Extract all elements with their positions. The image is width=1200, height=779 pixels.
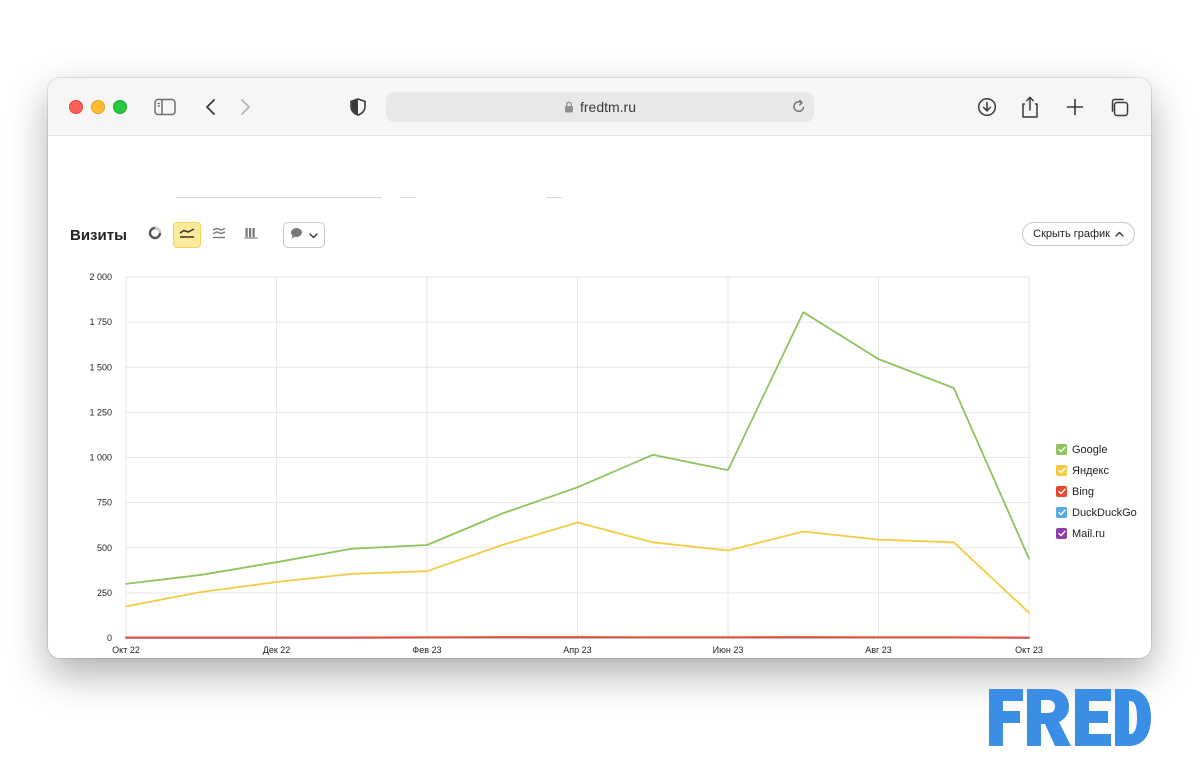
y-tick-label: 250 xyxy=(97,588,112,598)
series-line-google xyxy=(125,311,1030,585)
checkbox-checked-icon[interactable] xyxy=(1056,486,1067,497)
y-tick-label: 750 xyxy=(97,498,112,508)
browser-window: fredtm.ru Визиты xyxy=(48,78,1151,658)
legend-item[interactable]: Bing xyxy=(1056,481,1137,502)
zoom-window-button[interactable] xyxy=(113,100,127,114)
hide-chart-button[interactable]: Скрыть график xyxy=(1022,222,1135,246)
y-tick-label: 500 xyxy=(97,543,112,553)
checkbox-checked-icon[interactable] xyxy=(1056,507,1067,518)
visits-line-chart: 0 250 500 750 1 000 1 250 1 500 1 750 2 000 Окт 2… xyxy=(89,272,1043,655)
legend-item[interactable]: Яндекс xyxy=(1056,460,1137,481)
y-tick-label: 1 500 xyxy=(89,362,112,372)
page-content: Визиты xyxy=(48,137,1151,658)
back-icon[interactable] xyxy=(198,94,224,120)
series-line-яндекс xyxy=(125,521,1030,614)
area-view-button[interactable] xyxy=(205,222,233,248)
browser-toolbar: fredtm.ru xyxy=(48,78,1151,136)
pie-chart-icon xyxy=(148,226,162,245)
series-line-bing xyxy=(125,636,1030,639)
x-tick-label: Авг 23 xyxy=(865,645,892,655)
chevron-down-icon xyxy=(309,226,318,244)
cut-off-element xyxy=(176,197,382,198)
lock-icon xyxy=(564,101,574,113)
legend-label: DuckDuckGo xyxy=(1072,506,1137,519)
x-tick-label: Дек 22 xyxy=(263,645,291,655)
cut-off-element xyxy=(400,197,416,198)
annotations-dropdown[interactable] xyxy=(282,222,325,248)
legend-label: Mail.ru xyxy=(1072,527,1106,540)
x-tick-label: Окт 23 xyxy=(1015,645,1043,655)
legend-label: Google xyxy=(1072,443,1108,456)
bar-view-button[interactable] xyxy=(237,222,265,248)
checkbox-checked-icon[interactable] xyxy=(1056,465,1067,476)
checkbox-checked-icon[interactable] xyxy=(1056,444,1067,455)
url-text: fredtm.ru xyxy=(579,99,636,115)
minimize-window-button[interactable] xyxy=(91,100,105,114)
cut-off-element xyxy=(546,197,562,198)
tab-overview-icon[interactable] xyxy=(1106,94,1132,120)
comment-icon xyxy=(290,226,303,244)
y-tick-label: 1 250 xyxy=(89,407,112,417)
line-chart-icon xyxy=(179,226,195,244)
forward-icon[interactable] xyxy=(232,94,258,120)
x-tick-label: Апр 23 xyxy=(563,645,591,655)
x-tick-label: Фев 23 xyxy=(412,645,441,655)
y-tick-label: 2 000 xyxy=(89,272,112,282)
legend-item[interactable]: Google xyxy=(1056,439,1137,460)
new-tab-icon[interactable] xyxy=(1062,94,1088,120)
pie-view-button[interactable] xyxy=(141,222,169,248)
download-icon[interactable] xyxy=(974,94,1000,120)
legend-label: Яндекс xyxy=(1072,464,1109,477)
share-icon[interactable] xyxy=(1017,94,1043,120)
checkbox-checked-icon[interactable] xyxy=(1056,528,1067,539)
x-tick-label: Июн 23 xyxy=(713,645,744,655)
chart-legend: Google Яндекс Bing DuckDuckGo Mail.ru xyxy=(1056,439,1137,544)
hide-chart-label: Скрыть график xyxy=(1033,228,1110,240)
legend-label: Bing xyxy=(1072,485,1095,498)
chart-toolbar: Визиты xyxy=(70,221,325,249)
chart-title: Визиты xyxy=(70,226,127,244)
x-tick-label: Окт 22 xyxy=(112,645,140,655)
y-tick-label: 0 xyxy=(107,633,112,643)
legend-item[interactable]: Mail.ru xyxy=(1056,523,1137,544)
address-bar[interactable]: fredtm.ru xyxy=(386,92,814,122)
close-window-button[interactable] xyxy=(69,100,83,114)
fred-logo xyxy=(989,689,1151,752)
chevron-up-icon xyxy=(1115,228,1124,240)
y-tick-label: 1 000 xyxy=(89,453,112,463)
line-view-button[interactable] xyxy=(172,222,201,248)
legend-item[interactable]: DuckDuckGo xyxy=(1056,502,1137,523)
reload-icon[interactable] xyxy=(792,99,806,117)
y-tick-label: 1 750 xyxy=(89,317,112,327)
bar-chart-icon xyxy=(244,226,258,244)
area-chart-icon xyxy=(212,226,226,244)
shield-icon[interactable] xyxy=(345,94,371,120)
sidebar-icon[interactable] xyxy=(152,94,178,120)
